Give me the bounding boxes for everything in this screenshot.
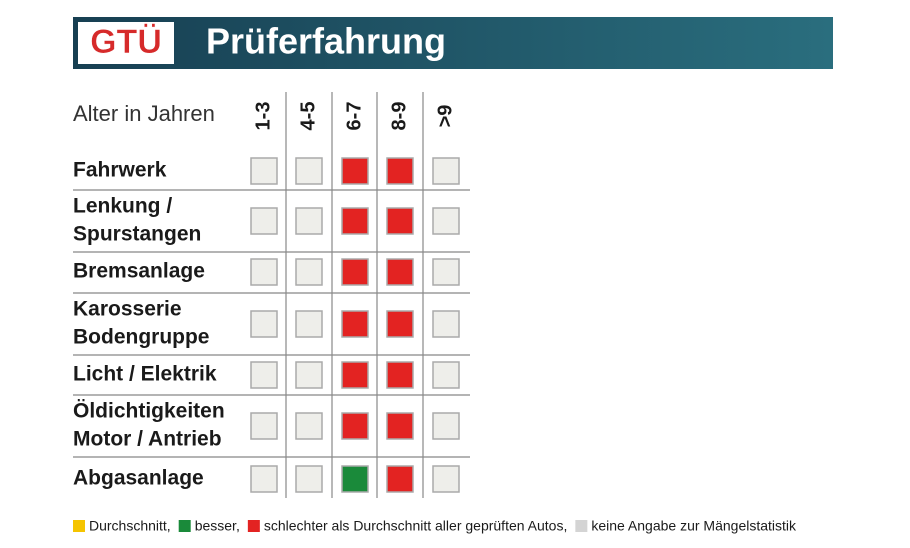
column-header: 4-5 xyxy=(297,102,319,131)
cell xyxy=(432,157,460,185)
cell xyxy=(432,361,460,389)
cell xyxy=(386,310,414,338)
cell xyxy=(341,207,369,235)
cell xyxy=(250,157,278,185)
cell xyxy=(386,207,414,235)
legend-label: besser, xyxy=(195,518,240,534)
column-header: >9 xyxy=(434,105,456,128)
legend-swatch xyxy=(73,520,85,532)
column-header: 8-9 xyxy=(388,102,410,131)
cell xyxy=(295,157,323,185)
cell xyxy=(295,412,323,440)
corner-label: Alter in Jahren xyxy=(73,101,215,126)
legend-label: Durchschnitt, xyxy=(89,518,171,534)
cell xyxy=(386,465,414,493)
cell xyxy=(295,465,323,493)
row-label: Abgasanlage xyxy=(73,467,204,490)
cell xyxy=(341,465,369,493)
cell xyxy=(250,412,278,440)
cell xyxy=(432,310,460,338)
title: Prüferfahrung xyxy=(206,21,446,62)
logo-box xyxy=(78,22,174,64)
row-label: Lenkung / xyxy=(73,195,172,218)
header-bar xyxy=(73,17,833,69)
cell xyxy=(386,412,414,440)
cell xyxy=(250,361,278,389)
row-label: Bremsanlage xyxy=(73,260,205,283)
row-label: Bodengruppe xyxy=(73,326,210,349)
cell xyxy=(341,310,369,338)
cell xyxy=(295,361,323,389)
legend-label: schlechter als Durchschnitt aller geprüf… xyxy=(264,518,568,534)
cell xyxy=(386,258,414,286)
row-label: Öldichtigkeiten xyxy=(73,400,225,423)
column-header: 1-3 xyxy=(252,102,274,131)
cell xyxy=(432,412,460,440)
legend-swatch xyxy=(247,520,260,532)
logo: GTÜ xyxy=(90,23,162,61)
cell xyxy=(250,465,278,493)
cell xyxy=(341,412,369,440)
legend-swatch xyxy=(575,520,588,532)
row-label: Spurstangen xyxy=(73,223,201,246)
cell xyxy=(341,258,369,286)
legend-label: keine Angabe zur Mängelstatistik xyxy=(591,518,797,534)
row-label: Motor / Antrieb xyxy=(73,428,222,451)
row-label: Karosserie xyxy=(73,298,182,321)
cell xyxy=(386,157,414,185)
cell xyxy=(295,310,323,338)
row-label: Fahrwerk xyxy=(73,159,167,182)
row-label: Licht / Elektrik xyxy=(73,363,217,386)
cell xyxy=(432,207,460,235)
cell xyxy=(386,361,414,389)
cell xyxy=(341,157,369,185)
cell xyxy=(250,207,278,235)
cell xyxy=(432,258,460,286)
legend-swatch xyxy=(178,520,191,532)
cell xyxy=(295,207,323,235)
cell xyxy=(250,258,278,286)
cell xyxy=(250,310,278,338)
cell xyxy=(432,465,460,493)
cell xyxy=(341,361,369,389)
column-header: 6-7 xyxy=(343,102,365,131)
cell xyxy=(295,258,323,286)
